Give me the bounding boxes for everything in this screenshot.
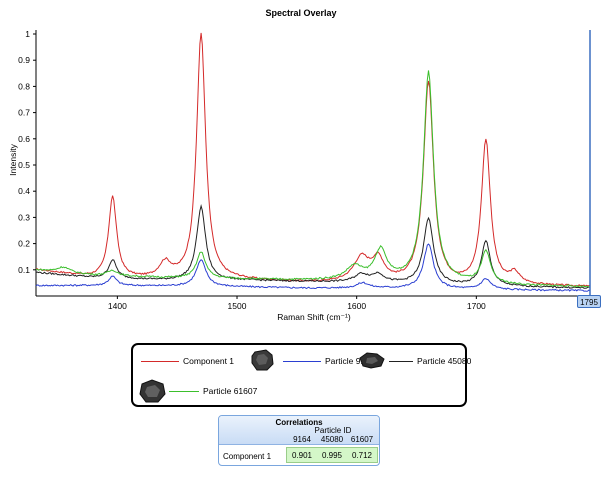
legend-entry-component-1[interactable]: Component 1 [141, 354, 234, 368]
legend-entry-particle-45080[interactable]: Particle 45080 [389, 354, 471, 368]
row-label: Component 1 [223, 452, 272, 461]
correlations-header: Correlations Particle ID 9164 45080 6160… [219, 416, 379, 445]
correlation-value[interactable]: 0.901 [291, 451, 313, 460]
cursor-readout[interactable]: 1795 [577, 295, 601, 308]
particle-thumbnail-icon [251, 349, 274, 371]
legend-label: Component 1 [183, 356, 235, 366]
tick-layer: 0.1 0.2 0.3 0.4 0.5 0.6 0.7 0.8 0.9 1 1400 1500 1600… [18, 29, 486, 311]
x-tick-label: 1700 [467, 301, 486, 311]
series-line-particle-61607[interactable] [36, 70, 591, 288]
legend-line [283, 360, 321, 362]
y-tick-label: 0.9 [18, 55, 30, 65]
series-line-component-1[interactable] [35, 32, 591, 287]
correlation-value[interactable]: 0.712 [351, 451, 373, 460]
legend-label: Particle 61607 [203, 386, 258, 396]
legend: Component 1 Particle 9164 Particle 45080… [131, 343, 471, 407]
plot-axes [35, 30, 590, 297]
series-line-particle-9164[interactable] [35, 243, 591, 292]
correlation-value[interactable]: 0.995 [321, 451, 343, 460]
column-header[interactable]: 9164 [293, 435, 311, 444]
spectral-plot[interactable]: 0.1 0.2 0.3 0.4 0.5 0.6 0.7 0.8 0.9 1 1400 1500 1600… [0, 0, 602, 330]
series-layer [35, 32, 591, 292]
y-tick-label: 0.4 [18, 186, 30, 196]
y-tick-label: 0.3 [18, 212, 30, 222]
series-line-particle-45080[interactable] [35, 204, 591, 289]
chart-title: Spectral Overlay [265, 8, 337, 18]
column-header[interactable]: 45080 [320, 435, 344, 444]
x-tick-label: 1500 [228, 301, 247, 311]
y-tick-label: 0.2 [18, 239, 30, 249]
particle-thumbnail-icon [139, 379, 166, 403]
y-tick-label: 0.7 [18, 108, 30, 118]
legend-line [389, 360, 413, 362]
legend-label: Particle 9164 [325, 356, 375, 366]
particle-id-label: Particle ID [314, 426, 352, 435]
correlations-panel: Correlations Particle ID 9164 45080 6160… [218, 415, 380, 466]
correlations-title: Correlations [275, 418, 323, 427]
particle-thumbnail-icon [359, 352, 385, 369]
x-axis-title: Raman Shift (cm⁻¹) [277, 312, 351, 322]
column-header[interactable]: 61607 [350, 435, 374, 444]
y-axis-title: Intensity [8, 143, 18, 175]
legend-label: Particle 45080 [417, 356, 472, 366]
legend-entry-particle-61607[interactable]: Particle 61607 [169, 384, 257, 398]
legend-entry-particle-9164[interactable]: Particle 9164 [283, 354, 375, 368]
y-tick-label: 0.6 [18, 134, 30, 144]
x-tick-label: 1400 [108, 301, 127, 311]
correlation-values-row: 0.901 0.995 0.712 [286, 447, 378, 463]
y-tick-label: 0.5 [18, 160, 30, 170]
legend-line [169, 390, 199, 392]
y-tick-label: 1 [25, 29, 30, 39]
y-tick-label: 0.1 [18, 265, 30, 275]
legend-line [141, 360, 179, 362]
x-tick-label: 1600 [347, 301, 366, 311]
y-tick-label: 0.8 [18, 81, 30, 91]
